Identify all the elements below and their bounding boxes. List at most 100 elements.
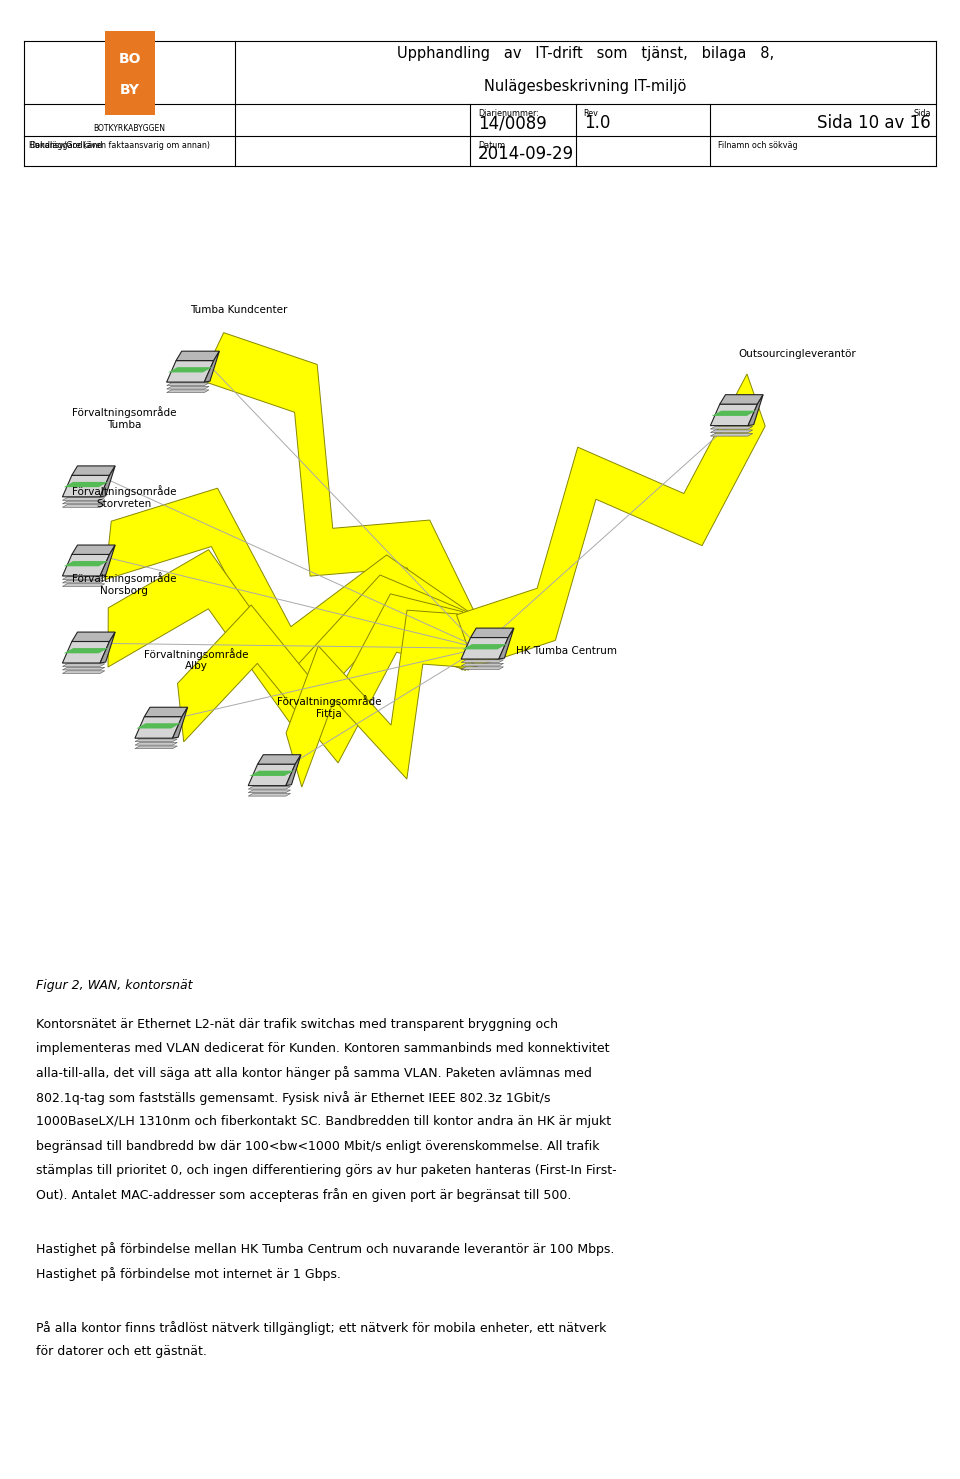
Bar: [105, 31, 155, 115]
Polygon shape: [72, 546, 115, 555]
Text: Hastighet på förbindelse mot internet är 1 Gbps.: Hastighet på förbindelse mot internet är…: [36, 1266, 342, 1281]
Text: Sida: Sida: [914, 109, 931, 118]
Polygon shape: [461, 667, 503, 670]
Text: Nulägesbeskrivning IT-miljö: Nulägesbeskrivning IT-miljö: [485, 78, 686, 93]
Polygon shape: [167, 361, 214, 382]
Polygon shape: [710, 433, 753, 436]
Polygon shape: [62, 671, 105, 673]
Polygon shape: [711, 411, 756, 416]
Polygon shape: [62, 577, 105, 580]
Text: Hastighet på förbindelse mellan HK Tumba Centrum och nuvarande leverantör är 100: Hastighet på förbindelse mellan HK Tumba…: [36, 1242, 614, 1256]
Polygon shape: [63, 561, 108, 566]
Polygon shape: [257, 754, 300, 765]
Text: begränsad till bandbredd bw där 100<bw<1000 Mbit/s enligt överenskommelse. All t: begränsad till bandbredd bw där 100<bw<1…: [36, 1139, 600, 1152]
Polygon shape: [201, 333, 477, 664]
Text: Dokansv/Godkänd: Dokansv/Godkänd: [29, 141, 103, 149]
Text: Rev: Rev: [584, 109, 598, 118]
Polygon shape: [461, 657, 503, 660]
Text: Outsourcingleverantör: Outsourcingleverantör: [739, 349, 856, 358]
Text: Filnamn och sökväg: Filnamn och sökväg: [718, 141, 798, 149]
Polygon shape: [167, 380, 209, 382]
Text: BO: BO: [118, 52, 141, 67]
Polygon shape: [62, 497, 105, 500]
Polygon shape: [62, 475, 109, 497]
Polygon shape: [249, 790, 291, 793]
Polygon shape: [167, 383, 209, 386]
Text: Förvaltningsområde
Fittja: Förvaltningsområde Fittja: [276, 695, 381, 719]
Text: 2014-09-29: 2014-09-29: [478, 145, 574, 163]
Polygon shape: [62, 504, 105, 507]
Text: 1.0: 1.0: [584, 114, 610, 132]
Polygon shape: [286, 754, 300, 785]
Polygon shape: [62, 664, 105, 667]
Polygon shape: [62, 574, 105, 575]
Polygon shape: [72, 466, 115, 475]
Polygon shape: [204, 351, 219, 382]
Text: HK Tumba Centrum: HK Tumba Centrum: [516, 646, 617, 655]
Text: Datum: Datum: [478, 141, 505, 149]
Polygon shape: [144, 707, 187, 717]
Polygon shape: [100, 546, 115, 575]
Polygon shape: [461, 664, 503, 666]
Polygon shape: [136, 723, 180, 729]
Text: BY: BY: [120, 83, 139, 98]
Polygon shape: [250, 771, 294, 776]
Text: Förvaltningsområde
Storvreten: Förvaltningsområde Storvreten: [72, 485, 176, 509]
Polygon shape: [710, 430, 753, 432]
Text: 14/0089: 14/0089: [478, 114, 547, 132]
Text: Sida 10 av 16: Sida 10 av 16: [818, 114, 931, 132]
Polygon shape: [100, 632, 115, 663]
Polygon shape: [62, 501, 105, 504]
Polygon shape: [286, 611, 473, 787]
Polygon shape: [62, 494, 105, 497]
Polygon shape: [62, 667, 105, 670]
Polygon shape: [461, 660, 503, 663]
Polygon shape: [720, 395, 763, 404]
Polygon shape: [135, 717, 182, 738]
Polygon shape: [499, 629, 514, 660]
Polygon shape: [249, 765, 296, 785]
Polygon shape: [72, 632, 115, 642]
Text: 1000BaseLX/LH 1310nm och fiberkontakt SC. Bandbredden till kontor andra än HK är: 1000BaseLX/LH 1310nm och fiberkontakt SC…: [36, 1115, 612, 1128]
Polygon shape: [178, 595, 468, 763]
Text: Handläggare (även faktaansvarig om annan): Handläggare (även faktaansvarig om annan…: [29, 141, 210, 149]
Polygon shape: [463, 645, 507, 649]
Polygon shape: [470, 629, 514, 637]
Polygon shape: [105, 488, 468, 685]
Text: implementeras med VLAN dedicerat för Kunden. Kontoren sammanbinds med konnektivi: implementeras med VLAN dedicerat för Kun…: [36, 1041, 610, 1055]
Polygon shape: [62, 555, 109, 575]
Polygon shape: [748, 395, 763, 426]
Polygon shape: [100, 466, 115, 497]
Text: Upphandling   av   IT-drift   som   tjänst,   bilaga   8,: Upphandling av IT-drift som tjänst, bila…: [397, 46, 774, 61]
Polygon shape: [249, 787, 291, 790]
Polygon shape: [167, 390, 209, 392]
Text: Förvaltningsområde
Norsborg: Förvaltningsområde Norsborg: [72, 572, 176, 596]
Polygon shape: [63, 648, 108, 654]
Polygon shape: [457, 374, 765, 667]
Polygon shape: [135, 745, 178, 748]
Polygon shape: [249, 793, 291, 796]
Polygon shape: [135, 740, 178, 741]
Text: Figur 2, WAN, kontorsnät: Figur 2, WAN, kontorsnät: [36, 979, 193, 992]
Text: Förvaltningsområde
Alby: Förvaltningsområde Alby: [144, 648, 249, 671]
Polygon shape: [63, 482, 108, 487]
Text: Out). Antalet MAC-addresser som accepteras från en given port är begränsat till : Out). Antalet MAC-addresser som accepter…: [36, 1189, 572, 1202]
Polygon shape: [168, 367, 212, 373]
Polygon shape: [710, 426, 753, 429]
Text: Diarienummer:: Diarienummer:: [478, 109, 539, 118]
Text: Kontorsnätet är Ethernet L2-nät där trafik switchas med transparent bryggning oc: Kontorsnätet är Ethernet L2-nät där traf…: [36, 1018, 559, 1031]
Polygon shape: [108, 550, 466, 728]
Polygon shape: [62, 642, 109, 663]
Polygon shape: [173, 707, 187, 738]
Text: stämplas till prioritet 0, och ingen differentiering görs av hur paketen hantera: stämplas till prioritet 0, och ingen dif…: [36, 1164, 617, 1177]
Text: På alla kontor finns trådlöst nätverk tillgängligt; ett nätverk för mobila enhet: På alla kontor finns trådlöst nätverk ti…: [36, 1321, 607, 1334]
Text: alla-till-alla, det vill säga att alla kontor hänger på samma VLAN. Paketen avlä: alla-till-alla, det vill säga att alla k…: [36, 1066, 592, 1080]
Polygon shape: [135, 742, 178, 745]
Text: 802.1q-tag som fastställs gemensamt. Fysisk nivå är Ethernet IEEE 802.3z 1Gbit/s: 802.1q-tag som fastställs gemensamt. Fys…: [36, 1092, 551, 1105]
Polygon shape: [62, 584, 105, 587]
Polygon shape: [62, 580, 105, 583]
Polygon shape: [710, 423, 753, 426]
Polygon shape: [135, 735, 178, 738]
Text: för datorer och ett gästnät.: för datorer och ett gästnät.: [36, 1346, 207, 1358]
Polygon shape: [176, 351, 219, 361]
